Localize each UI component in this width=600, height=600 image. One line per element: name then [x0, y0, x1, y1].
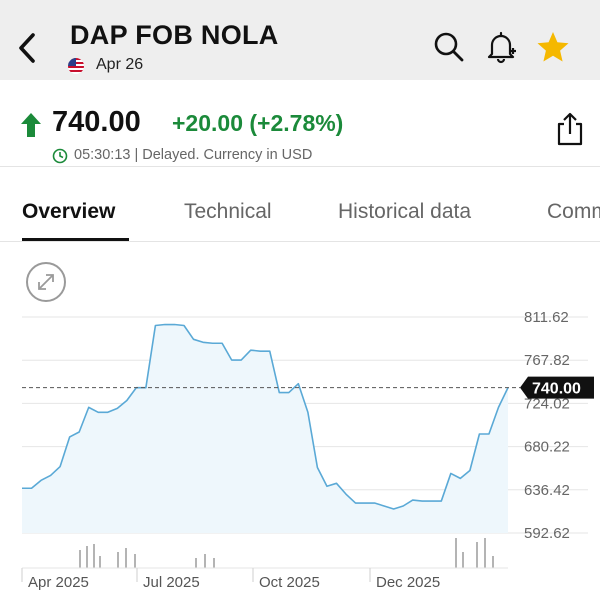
- us-flag-icon: [68, 58, 84, 74]
- price-change: +20.00 (+2.78%): [172, 110, 344, 136]
- search-icon[interactable]: [432, 30, 466, 64]
- price-area-fill: [22, 324, 508, 533]
- y-tick-label: 680.22: [524, 439, 570, 456]
- add-alert-icon[interactable]: [484, 30, 518, 64]
- tab-historical-data[interactable]: Historical data: [338, 200, 472, 223]
- header-bar: DAP FOB NOLA Apr 26: [0, 0, 600, 80]
- x-tick-label: Jul 2025: [143, 574, 200, 591]
- expand-icon: [38, 274, 54, 290]
- x-tick-label: Dec 2025: [376, 574, 440, 591]
- x-tick-label: Apr 2025: [28, 574, 89, 591]
- x-tick-label: Oct 2025: [259, 574, 320, 591]
- up-arrow-icon: [21, 113, 41, 137]
- tab-technical[interactable]: Technical: [184, 200, 272, 223]
- y-tick-label: 811.62: [524, 309, 569, 326]
- instrument-title: DAP FOB NOLA: [70, 20, 279, 50]
- last-price: 740.00: [52, 106, 141, 138]
- divider: [0, 166, 600, 167]
- y-tick-label: 767.82: [524, 352, 570, 369]
- active-tab-indicator: [22, 238, 129, 241]
- clock-icon: [52, 148, 68, 164]
- tab-comm[interactable]: Comm: [547, 200, 600, 223]
- y-tick-label: 592.62: [524, 525, 570, 542]
- y-tick-label: 724.02: [524, 395, 570, 412]
- expand-chart-button[interactable]: [26, 262, 66, 302]
- share-icon[interactable]: [556, 112, 584, 146]
- divider: [0, 241, 600, 242]
- price-chart[interactable]: 811.62 767.82 724.02 680.22 636.42 592.62 740.…: [0, 300, 600, 600]
- contract-date: Apr 26: [96, 56, 144, 73]
- quote-status: 05:30:13 | Delayed. Currency in USD: [74, 147, 313, 163]
- tab-overview[interactable]: Overview: [22, 200, 116, 223]
- last-price-marker-label: 740.00: [532, 381, 581, 398]
- back-icon[interactable]: [14, 30, 40, 66]
- star-icon[interactable]: [536, 30, 570, 64]
- last-price-marker: [520, 376, 594, 399]
- price-line: [22, 323, 509, 510]
- y-tick-label: 636.42: [524, 482, 570, 499]
